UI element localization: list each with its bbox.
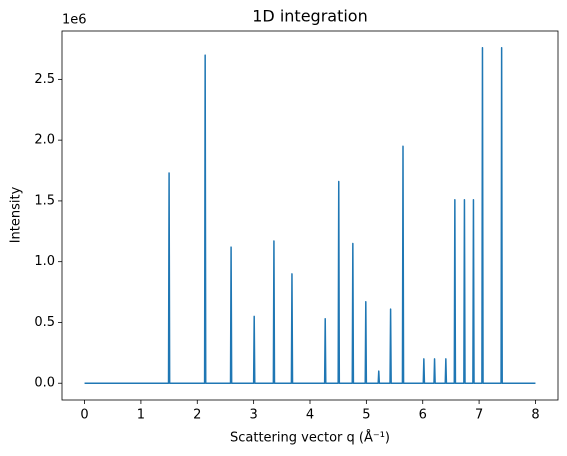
y-tick-label: 0.0	[34, 376, 55, 391]
plot-frame	[61, 30, 559, 401]
x-tick-label: 5	[362, 408, 370, 423]
data-line	[84, 47, 536, 384]
chart-title: 1D integration	[252, 7, 367, 26]
x-tick-label: 3	[249, 408, 257, 423]
x-tick-label: 0	[80, 408, 88, 423]
x-tick-label: 6	[419, 408, 427, 423]
y-tick-label: 2.0	[34, 133, 55, 148]
y-axis-label: Intensity	[9, 186, 24, 243]
y-offset-label: 1e6	[62, 13, 87, 28]
y-tick-label: 0.5	[34, 315, 55, 330]
y-tick-label: 1.0	[34, 254, 55, 269]
x-tick-label: 1	[137, 408, 145, 423]
y-tick-label: 2.5	[34, 72, 55, 87]
x-tick-label: 8	[531, 408, 539, 423]
x-tick-label: 2	[193, 408, 201, 423]
x-tick-label: 7	[475, 408, 483, 423]
x-axis-label: Scattering vector q (Å⁻¹)	[230, 430, 390, 446]
y-tick-label: 1.5	[34, 193, 55, 208]
x-tick-label: 4	[306, 408, 314, 423]
